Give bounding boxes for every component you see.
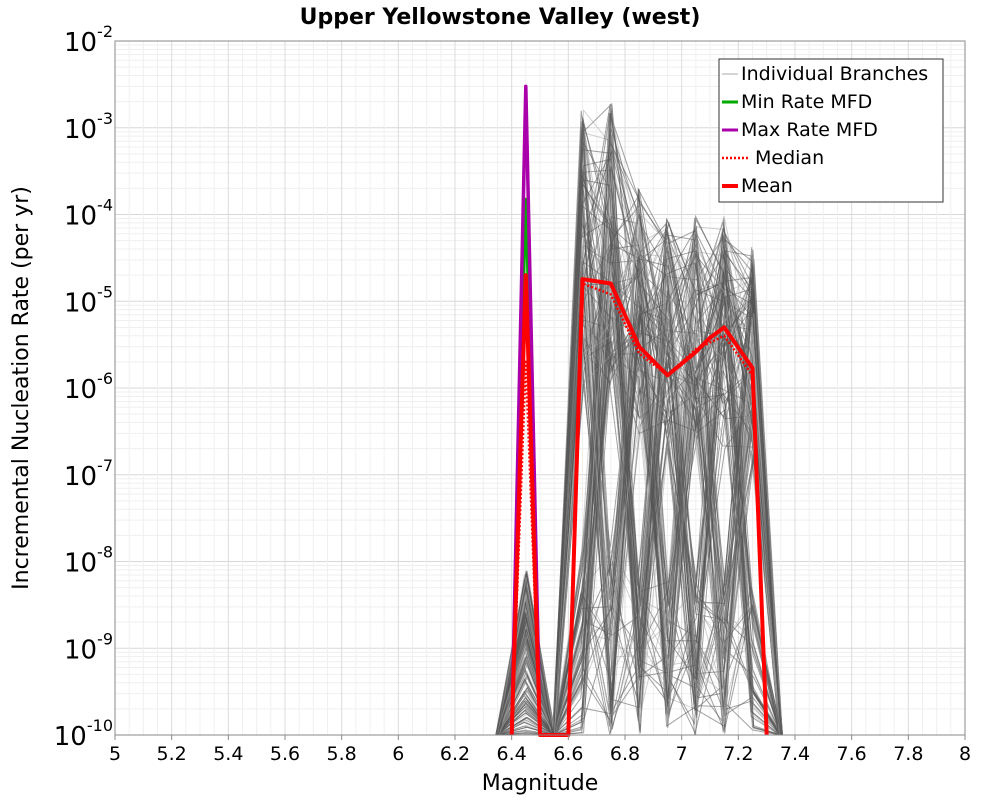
legend-label-min-rate: Min Rate MFD — [741, 91, 872, 113]
branch-line — [497, 181, 782, 736]
y-tick-label: 10-8 — [64, 543, 113, 579]
legend-label-max-rate: Max Rate MFD — [741, 119, 878, 141]
branch-line — [498, 193, 782, 736]
x-tick-label: 5 — [109, 743, 121, 765]
legend-label-branches: Individual Branches — [741, 63, 928, 85]
x-axis-ticks: 5 5.2 5.4 5.6 5.8 6 6.2 6.4 6.6 6.8 7 7.2 7.4 7.6 7.8 8 — [109, 735, 971, 765]
x-tick-label: 7.2 — [723, 743, 753, 765]
y-axis-ticks: 10-10 10-9 10-8 10-7 10-6 10-5 10-4 10-3 10-2 — [54, 22, 113, 752]
branch-line — [497, 332, 782, 736]
branch-line — [496, 233, 783, 737]
x-tick-label: 8 — [959, 743, 971, 765]
x-axis-label: Magnitude — [482, 771, 599, 796]
branch-line — [497, 149, 783, 736]
y-tick-label: 10-5 — [64, 282, 113, 318]
x-tick-label: 7 — [676, 743, 688, 765]
x-tick-label: 6.6 — [553, 743, 583, 765]
y-tick-label: 10-10 — [54, 716, 113, 752]
y-tick-label: 10-3 — [64, 109, 113, 145]
branch-line — [495, 404, 783, 736]
legend: Individual Branches Min Rate MFD Max Rat… — [718, 58, 944, 203]
x-tick-label: 7.8 — [893, 743, 923, 765]
x-tick-label: 6 — [392, 743, 404, 765]
x-tick-label: 7.4 — [780, 743, 810, 765]
branch-line — [498, 179, 782, 737]
plot-frame — [114, 40, 966, 736]
x-tick-label: 5.6 — [270, 743, 300, 765]
y-axis-label: Incremental Nucleation Rate (per yr) — [9, 186, 34, 590]
x-tick-label: 5.2 — [157, 743, 187, 765]
legend-label-mean: Mean — [741, 175, 793, 197]
x-tick-label: 7.6 — [837, 743, 867, 765]
y-tick-label: 10-7 — [64, 456, 113, 492]
x-tick-label: 6.8 — [610, 743, 640, 765]
branch-line — [495, 205, 781, 736]
legend-box — [718, 58, 944, 203]
legend-label-median: Median — [755, 147, 824, 169]
individual-branches — [495, 102, 783, 737]
branch-line — [495, 247, 780, 736]
branch-line — [498, 231, 781, 736]
y-tick-label: 10-2 — [64, 22, 113, 58]
x-tick-label: 6.4 — [497, 743, 527, 765]
x-tick-label: 5.8 — [327, 743, 357, 765]
y-tick-label: 10-4 — [64, 196, 113, 232]
chart-title: Upper Yellowstone Valley (west) — [300, 5, 701, 30]
branch-line — [497, 158, 783, 736]
y-tick-label: 10-9 — [64, 629, 113, 665]
x-tick-label: 5.4 — [213, 743, 243, 765]
branch-line — [496, 262, 782, 736]
y-tick-label: 10-6 — [64, 369, 113, 405]
x-tick-label: 6.2 — [440, 743, 470, 765]
